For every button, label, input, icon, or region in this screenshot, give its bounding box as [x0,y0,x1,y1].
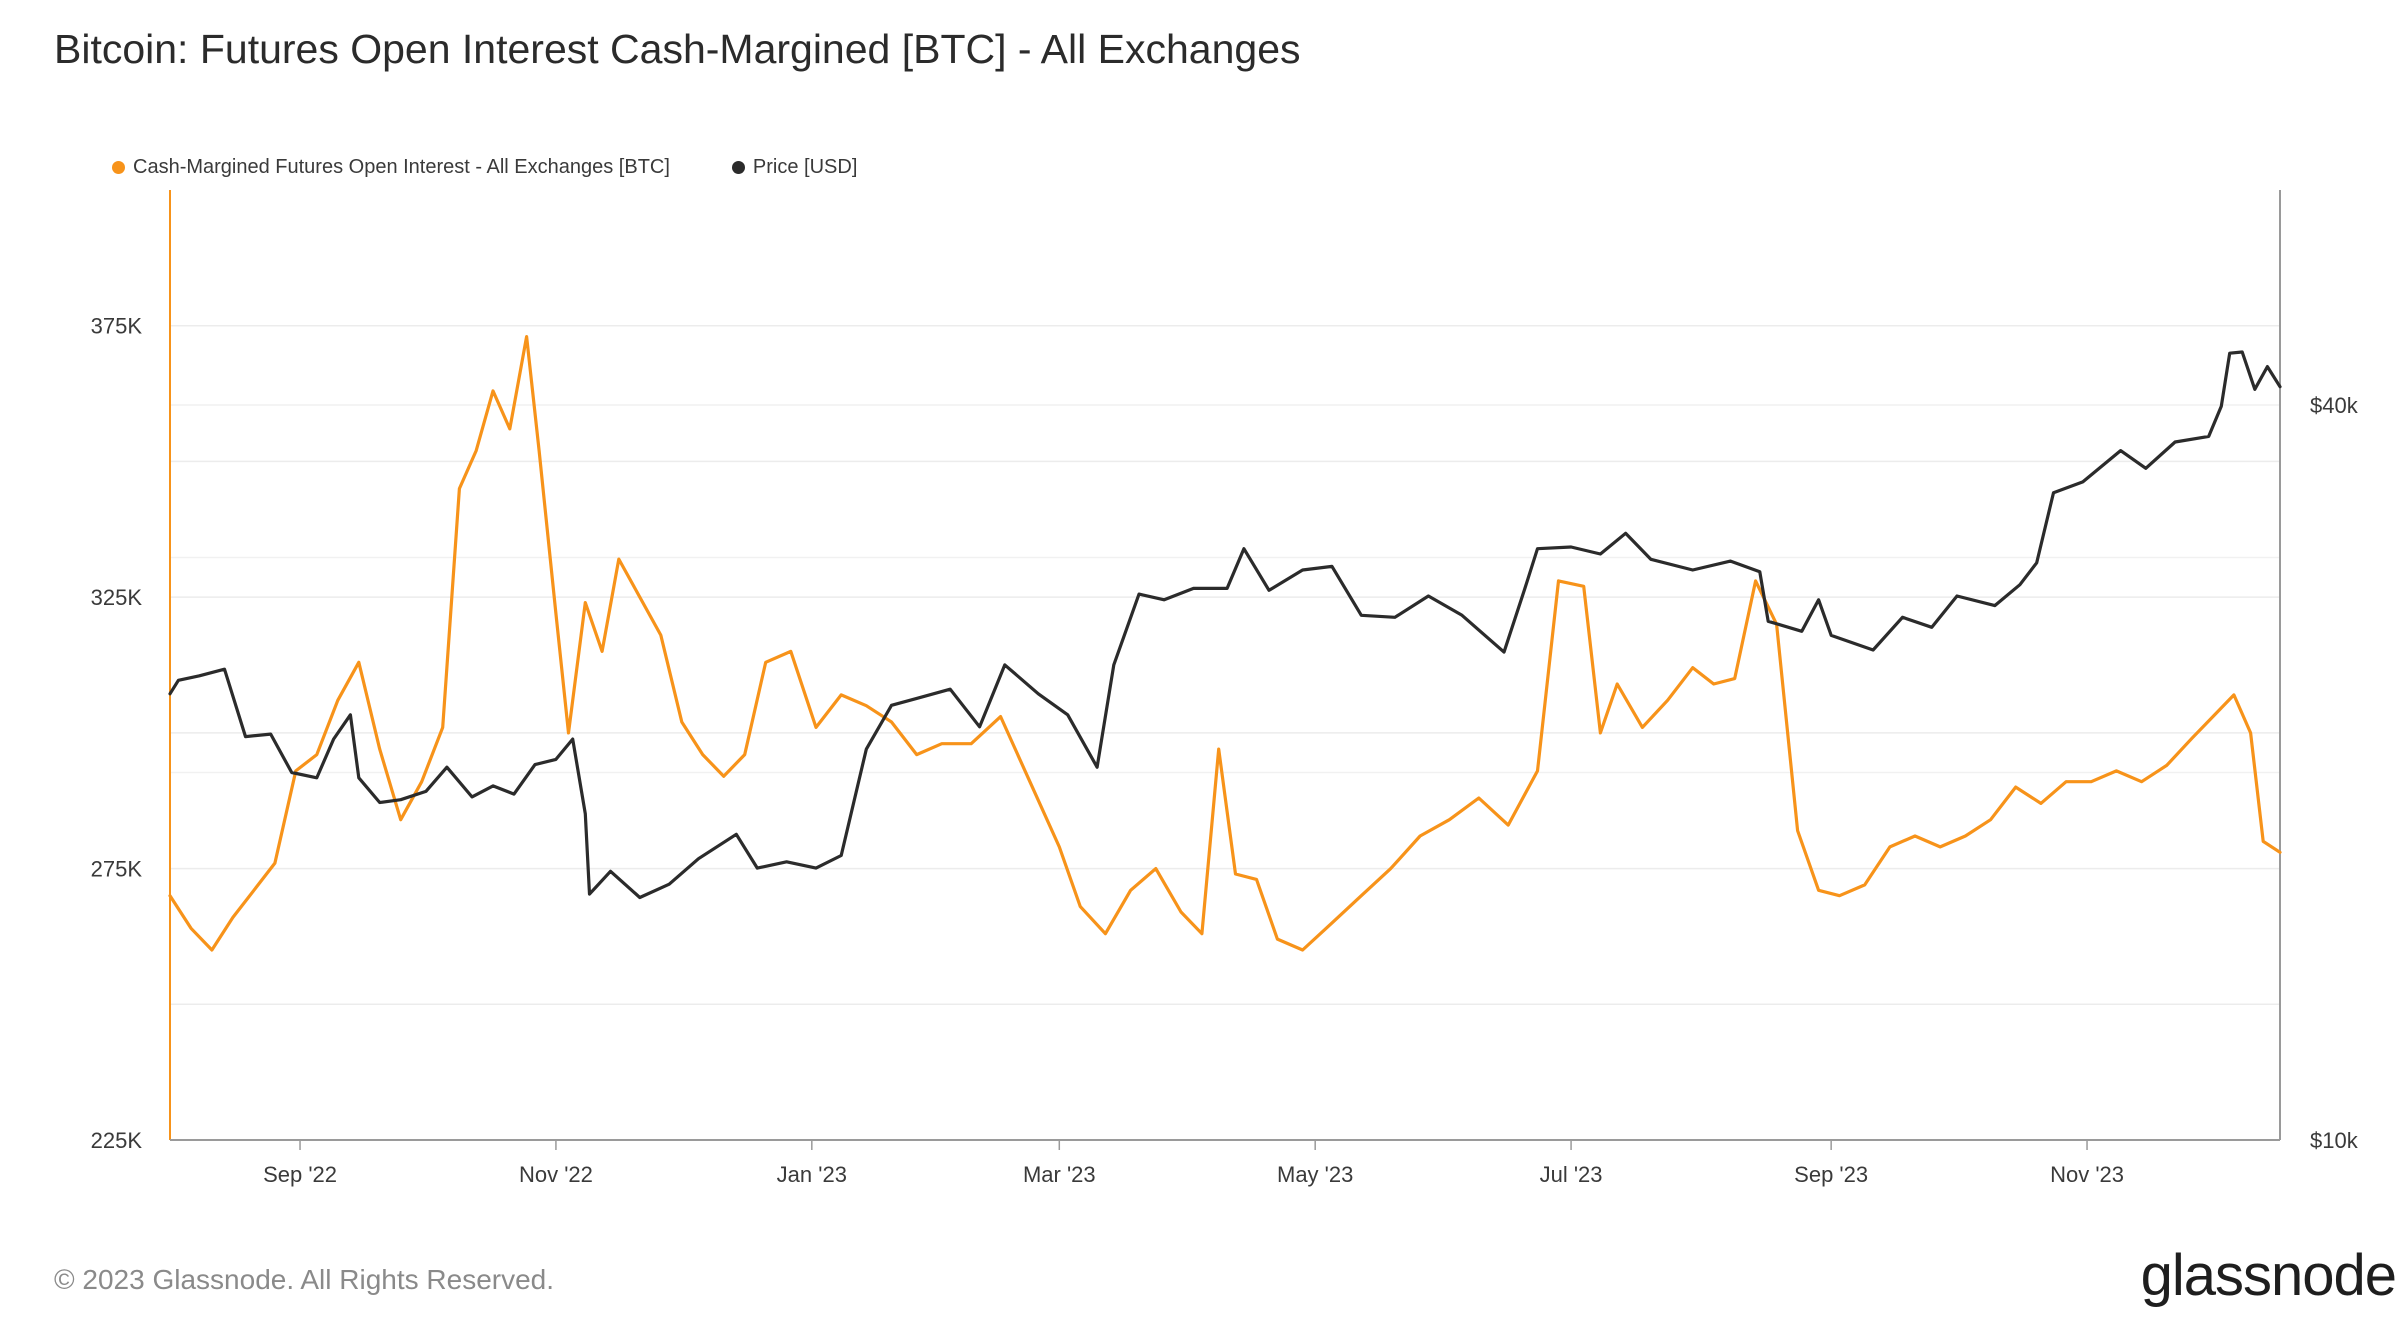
legend-item-open-interest[interactable]: Cash-Margined Futures Open Interest - Al… [112,156,670,179]
chart-title: Bitcoin: Futures Open Interest Cash-Marg… [54,26,1301,72]
y-tick-label-right: $10k [2310,1128,2359,1153]
y-tick-label-right: $40k [2310,393,2359,418]
x-tick-label: May '23 [1277,1162,1353,1187]
x-tick-label: Nov '23 [2050,1162,2124,1187]
x-tick-label: Sep '22 [263,1162,337,1187]
chart-legend: Cash-Margined Futures Open Interest - Al… [112,156,857,179]
legend-swatch-price [731,161,745,174]
glassnode-logo: glassnode [2140,1243,2397,1308]
x-tick-label: Sep '23 [1794,1162,1868,1187]
series-line-open-interest [168,335,2282,952]
copyright-text: © 2023 Glassnode. All Rights Reserved. [54,1264,555,1295]
y-tick-label-left: 375K [91,314,143,339]
x-tick-label: Jul '23 [1540,1162,1603,1187]
legend-swatch-open-interest [112,161,125,174]
x-tick-label: Jan '23 [777,1162,847,1187]
legend-label-open-interest: Cash-Margined Futures Open Interest - Al… [133,156,670,178]
legend-item-price[interactable]: Price [USD] [731,156,858,179]
y-tick-label-left: 275K [91,857,143,882]
x-tick-label: Mar '23 [1023,1162,1096,1187]
legend-label-price: Price [USD] [752,156,858,178]
x-tick-label: Nov '22 [519,1162,593,1187]
series-line-price [168,350,2282,900]
y-tick-label-left: 225K [91,1128,143,1153]
y-tick-label-left: 325K [91,585,143,610]
